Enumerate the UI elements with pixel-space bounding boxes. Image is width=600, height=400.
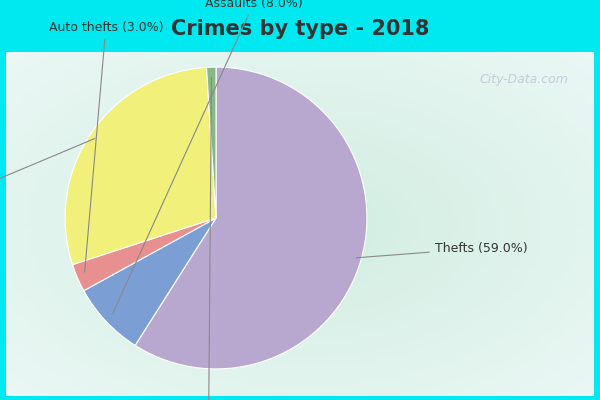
Wedge shape — [65, 67, 216, 265]
Text: Burglaries (29.0%): Burglaries (29.0%) — [0, 138, 95, 217]
Text: City-Data.com: City-Data.com — [479, 73, 568, 86]
Wedge shape — [73, 218, 216, 291]
Wedge shape — [135, 67, 367, 369]
Text: Auto thefts (3.0%): Auto thefts (3.0%) — [49, 21, 163, 272]
Text: Thefts (59.0%): Thefts (59.0%) — [356, 242, 527, 258]
Wedge shape — [206, 67, 216, 218]
Text: Assaults (8.0%): Assaults (8.0%) — [113, 0, 302, 314]
Wedge shape — [84, 218, 216, 346]
Text: Robberies (1.0%): Robberies (1.0%) — [155, 78, 262, 400]
Text: Crimes by type - 2018: Crimes by type - 2018 — [171, 18, 429, 39]
